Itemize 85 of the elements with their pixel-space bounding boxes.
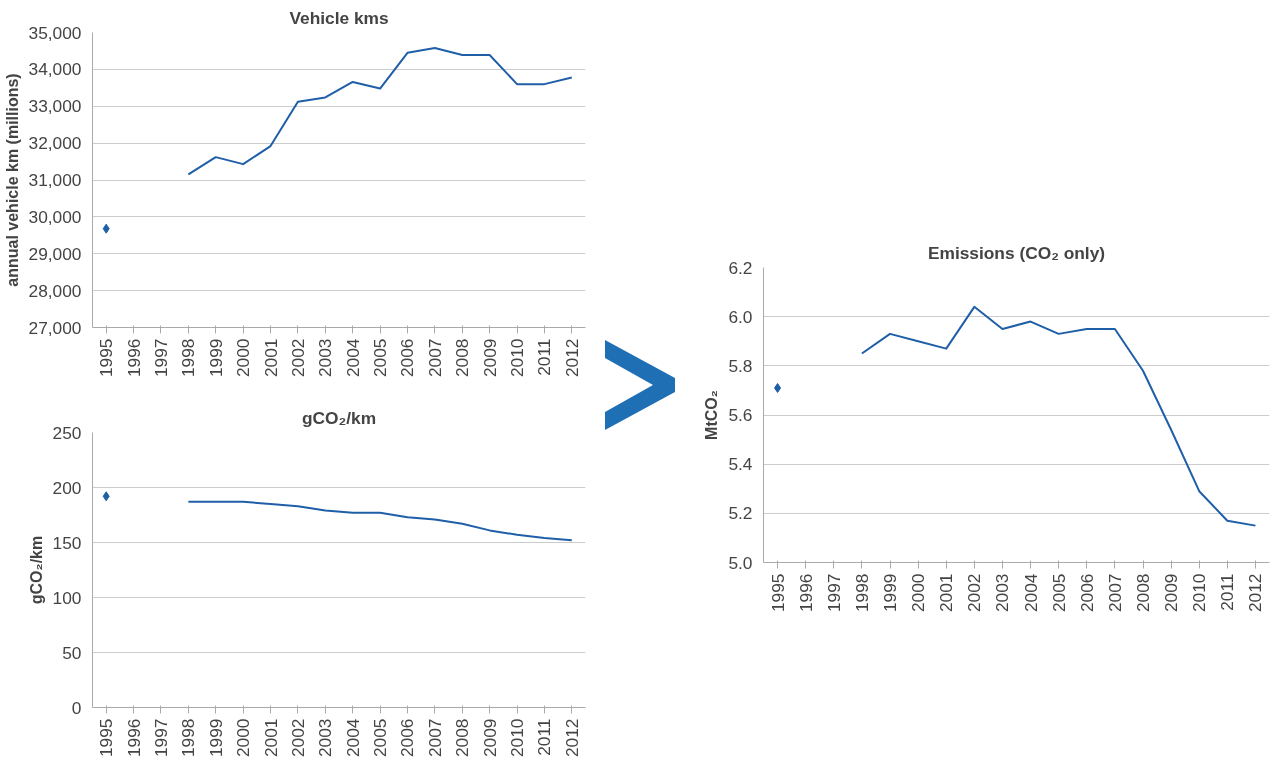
y-tick-label: 5.0 [728,552,753,573]
y-tick-label: 34,000 [28,59,82,80]
y-tick-label: 200 [52,477,82,498]
line-series [187,500,573,542]
y-tick-label: 250 [52,422,82,443]
y-tick-label: 150 [52,532,82,553]
x-tick-label: 2002 [964,573,985,613]
x-tick-label: 1995 [96,338,117,378]
x-tick-label: 2001 [260,718,281,758]
x-tick-label: 1998 [851,573,872,613]
x-tick-label: 2008 [452,718,473,758]
x-tick-label: 2004 [342,338,363,378]
y-tick-label: 28,000 [28,280,82,301]
x-tick-label: 2002 [287,338,308,378]
x-tick-label: 2004 [342,718,363,758]
x-tick-label: 2002 [287,718,308,758]
y-tick-label: 5.2 [728,503,753,524]
x-tick-label: 2000 [233,718,254,758]
y-tick-label: 6.0 [728,306,753,327]
x-tick-label: 2011 [534,338,555,376]
y-axis-title: gCO₂/km [27,535,45,605]
x-tick-label: 2010 [507,338,528,378]
chart-title: Emissions (CO₂ only) [927,242,1106,263]
y-tick-label: 5.8 [728,355,753,376]
x-tick-label: 2009 [479,338,500,378]
x-tick-label: 1998 [178,718,199,758]
x-tick-label: 2001 [936,573,957,613]
x-tick-label: 1997 [150,718,171,758]
x-tick-label: 2009 [1161,573,1182,613]
x-tick-label: 1995 [96,718,117,758]
x-tick-label: 2011 [534,718,555,756]
y-axis-title: annual vehicle km (millions) [3,73,21,287]
line-series [860,305,1257,527]
x-tick-label: 2005 [370,338,391,378]
x-tick-label: 2005 [1048,573,1069,613]
x-tick-label: 2010 [507,718,528,758]
x-tick-label: 2007 [424,718,445,758]
x-tick-label: 2006 [1076,573,1097,613]
x-tick-label: 1996 [123,718,144,758]
x-tick-label: 2011 [1217,573,1238,611]
x-tick-label: 1997 [823,573,844,613]
y-tick-label: 5.4 [728,454,753,475]
x-tick-label: 2003 [992,573,1013,613]
x-tick-label: 2004 [1020,573,1041,613]
y-tick-label: 6.2 [728,257,753,278]
line-series [187,46,573,176]
x-tick-label: 1998 [178,338,199,378]
y-tick-label: 33,000 [28,96,82,117]
y-tick-label: 35,000 [28,22,82,43]
x-tick-label: 2003 [315,718,336,758]
y-tick-label: 29,000 [28,243,82,264]
y-tick-label: 5.6 [728,405,753,425]
x-tick-label: 2012 [1245,573,1266,613]
x-tick-label: 2007 [1104,573,1125,613]
x-tick-label: 1999 [205,338,226,378]
y-tick-label: 32,000 [28,133,82,154]
chart-title: Vehicle kms [289,7,389,28]
x-tick-label: 1999 [205,718,226,758]
x-tick-label: 1995 [767,573,788,613]
x-tick-label: 2007 [424,338,445,378]
y-tick-label: 31,000 [28,170,82,190]
x-tick-label: 1996 [795,573,816,613]
x-tick-label: 2012 [561,718,582,758]
x-tick-label: 2000 [233,338,254,378]
x-tick-label: 2003 [315,338,336,378]
x-tick-label: 2009 [479,718,500,758]
x-tick-label: 2006 [397,338,418,378]
y-tick-label: 30,000 [28,206,82,227]
y-tick-label: 27,000 [28,317,82,338]
x-tick-label: 2008 [452,338,473,378]
x-tick-label: 2012 [561,338,582,378]
x-tick-label: 1996 [123,338,144,378]
x-tick-label: 2001 [260,338,281,378]
x-tick-label: 2000 [908,573,929,613]
chart-title: gCO₂/km [301,407,377,428]
y-tick-label: 0 [71,697,82,718]
x-tick-label: 2005 [370,718,391,758]
x-tick-label: 1999 [880,573,900,613]
x-tick-label: 2010 [1189,573,1210,613]
y-tick-label: 100 [52,587,82,608]
x-tick-label: 1997 [150,338,171,378]
y-axis-title: MtCO₂ [703,390,721,440]
x-tick-label: 2006 [397,718,418,758]
x-tick-label: 2008 [1133,573,1153,613]
y-tick-label: 50 [62,642,82,663]
